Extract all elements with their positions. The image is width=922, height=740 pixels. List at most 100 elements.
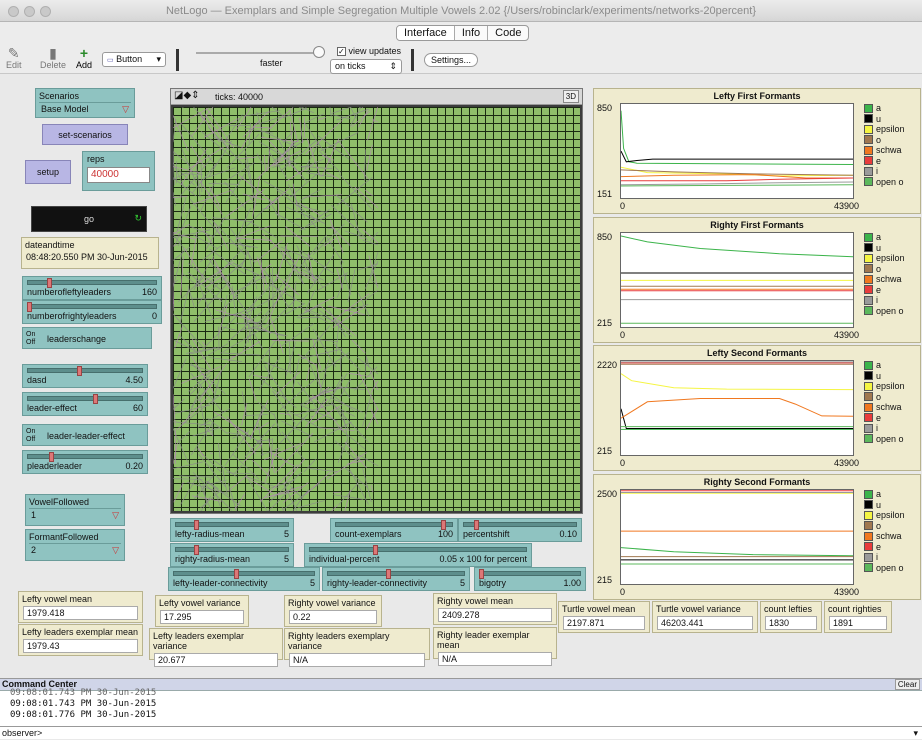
legend-label: i [876, 166, 878, 176]
network-link [250, 400, 268, 439]
network-link [331, 205, 367, 240]
setup-button[interactable]: setup [25, 160, 71, 184]
network-link [173, 479, 203, 480]
network-link [344, 305, 368, 312]
righty-leader-connectivity-slider[interactable]: righty-leader-connectivity 5 [322, 567, 470, 591]
network-link [327, 452, 367, 479]
patch-grid[interactable] [173, 107, 580, 511]
network-link [276, 243, 288, 281]
network-link [307, 170, 312, 171]
network-link [211, 219, 246, 256]
view-updates-checkbox[interactable]: ✓ view updates [337, 46, 401, 56]
widget-type-select[interactable]: ▭ Button ▾ [102, 52, 166, 67]
network-link [232, 437, 235, 438]
network-link [235, 494, 245, 510]
world-view[interactable]: ◪◆⇕ ticks: 40000 3D [170, 88, 583, 514]
3d-view-button[interactable]: 3D [563, 90, 579, 103]
network-link [371, 485, 372, 492]
network-link [173, 399, 184, 410]
network-link [281, 247, 310, 260]
network-link [296, 205, 328, 213]
network-link [173, 197, 187, 198]
set-scenarios-button[interactable]: set-scenarios [42, 124, 128, 145]
righty-radius-mean-slider[interactable]: righty-radius-mean 5 [170, 543, 294, 567]
legend-label: a [876, 360, 881, 370]
lefty-leader-connectivity-slider[interactable]: lefty-leader-connectivity 5 [168, 567, 320, 591]
legend-item: i [864, 295, 905, 306]
pleaderleader-slider[interactable]: pleaderleader 0.20 [22, 450, 148, 474]
leader-effect-slider[interactable]: leader-effect 60 [22, 392, 148, 416]
tab-info[interactable]: Info [455, 26, 488, 40]
network-link [264, 457, 271, 459]
plot-title: Righty First Formants [594, 220, 920, 230]
network-link [228, 483, 239, 511]
legend-item: schwa [864, 274, 905, 285]
tab-bar: Interface Info Code [396, 25, 529, 41]
network-link [276, 372, 300, 395]
y-max-label: 850 [597, 232, 612, 242]
series-line-u [621, 151, 853, 162]
series-line-u [621, 409, 853, 429]
ticks-counter: ticks: 40000 [215, 92, 263, 102]
count-exemplars-slider[interactable]: count-exemplars 100 [330, 518, 458, 542]
legend-item: i [864, 166, 905, 177]
delete-button[interactable]: ▮Delete [40, 46, 66, 70]
network-link [248, 251, 257, 289]
legend-label: u [876, 500, 881, 510]
tab-code[interactable]: Code [488, 26, 528, 40]
lefty-radius-mean-slider[interactable]: lefty-radius-mean 5 [170, 518, 294, 542]
network-link [182, 366, 222, 383]
network-link [209, 183, 240, 184]
bigotry-slider[interactable]: bigotry 1.00 [474, 567, 586, 591]
speed-slider-knob[interactable] [313, 46, 325, 58]
percentshift-slider[interactable]: percentshift 0.10 [458, 518, 582, 542]
tab-interface[interactable]: Interface [397, 26, 455, 40]
divider [176, 49, 179, 71]
network-link [303, 326, 330, 360]
network-link [363, 394, 372, 427]
network-link [294, 269, 315, 281]
network-link [212, 423, 213, 435]
numberofleftyleaders-slider[interactable]: numberofleftyleaders 160 [22, 276, 162, 300]
network-link [209, 357, 242, 361]
reps-input[interactable]: 40000 [87, 167, 150, 183]
speed-slider-track[interactable] [196, 52, 320, 54]
chevron-down-icon: ▾ [156, 54, 161, 65]
add-button[interactable]: +Add [76, 46, 92, 70]
network-link [358, 110, 368, 127]
chevron-down-icon[interactable]: ▾ [913, 727, 918, 740]
network-link [207, 418, 227, 434]
scenarios-chooser[interactable]: Scenarios Base Model▽ [35, 88, 135, 118]
settings-button[interactable]: Settings... [424, 53, 478, 67]
network-link [228, 432, 253, 437]
network-link [309, 468, 337, 471]
legend-swatch [864, 156, 873, 165]
clear-button[interactable]: Clear [895, 679, 920, 690]
update-mode-select[interactable]: on ticks ⇕ [330, 59, 402, 74]
numberofrightyleaders-slider[interactable]: numberofrightyleaders 0 [22, 300, 162, 324]
network-link [347, 461, 364, 465]
network-link [179, 476, 213, 477]
observer-input[interactable]: observer> ▾ [0, 726, 922, 740]
legend-swatch [864, 490, 873, 499]
individual-percent-slider[interactable]: individual-percent 0.05 x 100 for percen… [304, 543, 532, 567]
edit-button[interactable]: ✎Edit [6, 46, 22, 70]
network-link [281, 141, 316, 171]
plot-area [620, 232, 854, 328]
go-button[interactable]: go ↻ [31, 206, 147, 232]
dasd-slider[interactable]: dasd 4.50 [22, 364, 148, 388]
view-controls-icon[interactable]: ◪◆⇕ [174, 90, 200, 101]
network-link [185, 174, 203, 175]
network-link [371, 408, 378, 424]
network-link [199, 180, 222, 215]
network-link [320, 352, 349, 372]
formantfollowed-chooser[interactable]: FormantFollowed 2▽ [25, 529, 125, 561]
vowelfollowed-chooser[interactable]: VowelFollowed 1▽ [25, 494, 125, 526]
